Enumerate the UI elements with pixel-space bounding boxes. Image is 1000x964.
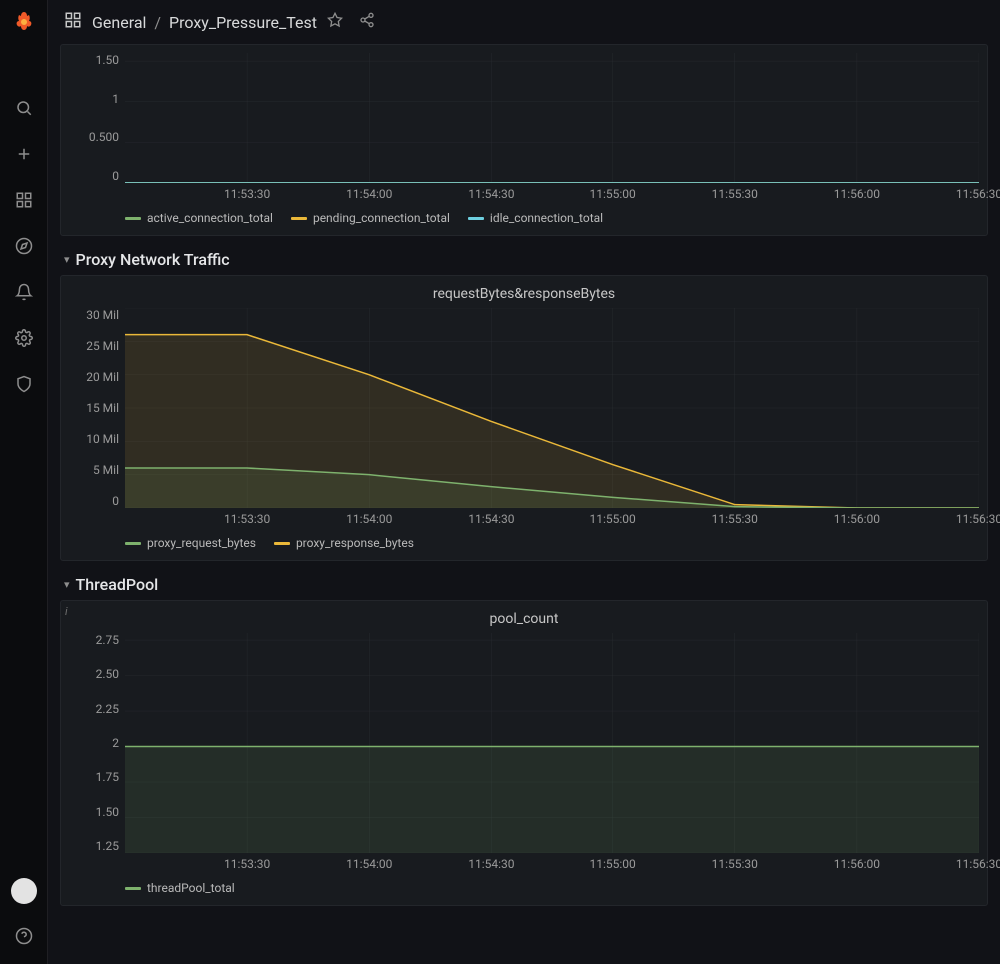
star-icon[interactable] [327,12,343,32]
sidebar [0,0,48,964]
row-title-traffic: Proxy Network Traffic [76,250,230,269]
panel-pool: i pool_count 2.752.502.2521.751.501.25 1… [60,600,988,906]
chevron-down-icon: ▾ [64,253,70,266]
chevron-down-icon: ▾ [64,578,70,591]
avatar[interactable] [11,878,37,904]
dashboard-grid-icon [64,11,82,33]
breadcrumb-dashboard[interactable]: Proxy_Pressure_Test [169,13,317,32]
server-admin-icon[interactable] [4,364,44,404]
yaxis: 30 Mil25 Mil20 Mil15 Mil10 Mil5 Mil0 [69,308,125,508]
dashboards-icon[interactable] [4,180,44,220]
info-icon[interactable]: i [65,605,68,618]
panel-title-pool: pool_count [69,611,979,627]
alerting-icon[interactable] [4,272,44,312]
main-area: General / Proxy_Pressure_Test 1.5010.500… [48,0,1000,964]
panel-traffic: requestBytes&responseBytes 30 Mil25 Mil2… [60,275,988,561]
chart-traffic[interactable]: 11:53:3011:54:0011:54:3011:55:0011:55:30… [125,308,979,530]
breadcrumb: General / Proxy_Pressure_Test [92,13,317,32]
search-icon[interactable] [4,88,44,128]
yaxis: 1.5010.5000 [69,53,125,183]
xaxis: 11:53:3011:54:0011:54:3011:55:0011:55:30… [125,187,979,205]
legend-item[interactable]: pending_connection_total [291,211,450,225]
legend-item[interactable]: proxy_request_bytes [125,536,256,550]
legend-item[interactable]: active_connection_total [125,211,273,225]
row-toggle-pool[interactable]: ▾ ThreadPool [64,575,988,594]
legend-pool: threadPool_total [69,881,979,895]
yaxis: 2.752.502.2521.751.501.25 [69,633,125,853]
configuration-icon[interactable] [4,318,44,358]
row-toggle-traffic[interactable]: ▾ Proxy Network Traffic [64,250,988,269]
share-icon[interactable] [359,12,375,32]
legend-item[interactable]: idle_connection_total [468,211,603,225]
grafana-logo-icon[interactable] [10,8,38,36]
chart-connections[interactable]: 11:53:3011:54:0011:54:3011:55:0011:55:30… [125,53,979,205]
legend-connections: active_connection_total pending_connectio… [69,211,979,225]
legend-item[interactable]: proxy_response_bytes [274,536,414,550]
topbar: General / Proxy_Pressure_Test [48,0,1000,44]
breadcrumb-folder[interactable]: General [92,13,146,32]
panel-title-traffic: requestBytes&responseBytes [69,286,979,302]
row-title-pool: ThreadPool [76,575,159,594]
panel-connections: 1.5010.5000 11:53:3011:54:0011:54:3011:5… [60,44,988,236]
xaxis: 11:53:3011:54:0011:54:3011:55:0011:55:30… [125,857,979,875]
chart-pool[interactable]: 11:53:3011:54:0011:54:3011:55:0011:55:30… [125,633,979,875]
legend-item[interactable]: threadPool_total [125,881,235,895]
legend-traffic: proxy_request_bytes proxy_response_bytes [69,536,979,550]
help-icon[interactable] [4,916,44,956]
explore-icon[interactable] [4,226,44,266]
dashboard-content: 1.5010.5000 11:53:3011:54:0011:54:3011:5… [48,44,1000,964]
plus-icon[interactable] [4,134,44,174]
xaxis: 11:53:3011:54:0011:54:3011:55:0011:55:30… [125,512,979,530]
